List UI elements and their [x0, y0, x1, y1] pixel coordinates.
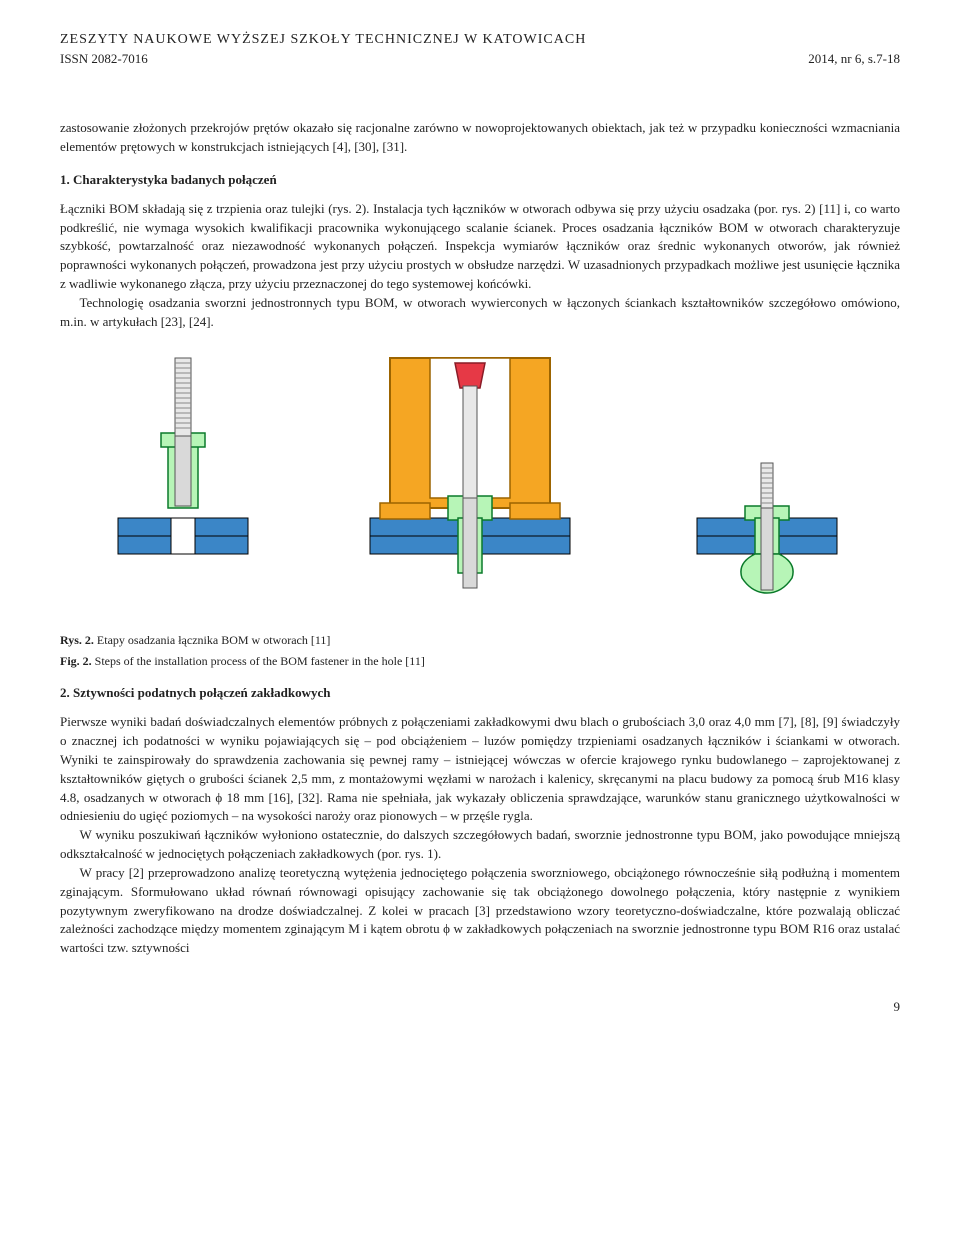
figure-caption-pl: Rys. 2. Etapy osadzania łącznika BOM w o… — [60, 632, 900, 649]
sec2-p1: Pierwsze wyniki badań doświadczalnych el… — [60, 713, 900, 826]
figure-stage-1 — [113, 348, 253, 608]
figure-2 — [60, 348, 900, 608]
caption-en-label: Fig. 2. — [60, 654, 92, 668]
sec1-p1: Łączniki BOM składają się z trzpienia or… — [60, 200, 900, 294]
section-2-title: 2. Sztywności podatnych połączeń zakładk… — [60, 684, 900, 703]
section-1-title: 1. Charakterystyka badanych połączeń — [60, 171, 900, 190]
caption-pl-label: Rys. 2. — [60, 633, 94, 647]
figure-caption-en: Fig. 2. Steps of the installation proces… — [60, 653, 900, 670]
caption-pl-text: Etapy osadzania łącznika BOM w otworach … — [94, 633, 330, 647]
intro-paragraph: zastosowanie złożonych przekrojów prętów… — [60, 119, 900, 157]
sec2-p2: W wyniku poszukiwań łączników wyłoniono … — [60, 826, 900, 864]
figure-stage-2 — [360, 348, 580, 608]
issn: ISSN 2082-7016 — [60, 50, 148, 69]
journal-title: ZESZYTY NAUKOWE WYŻSZEJ SZKOŁY TECHNICZN… — [60, 30, 586, 50]
page-number: 9 — [60, 998, 900, 1017]
issue-info: 2014, nr 6, s.7-18 — [808, 50, 900, 69]
caption-en-text: Steps of the installation process of the… — [92, 654, 425, 668]
sec1-p2: Technologię osadzania sworzni jednostron… — [60, 294, 900, 332]
page-header: ZESZYTY NAUKOWE WYŻSZEJ SZKOŁY TECHNICZN… — [60, 30, 900, 69]
sec2-p3: W pracy [2] przeprowadzono analizę teore… — [60, 864, 900, 958]
figure-stage-3 — [687, 348, 847, 608]
